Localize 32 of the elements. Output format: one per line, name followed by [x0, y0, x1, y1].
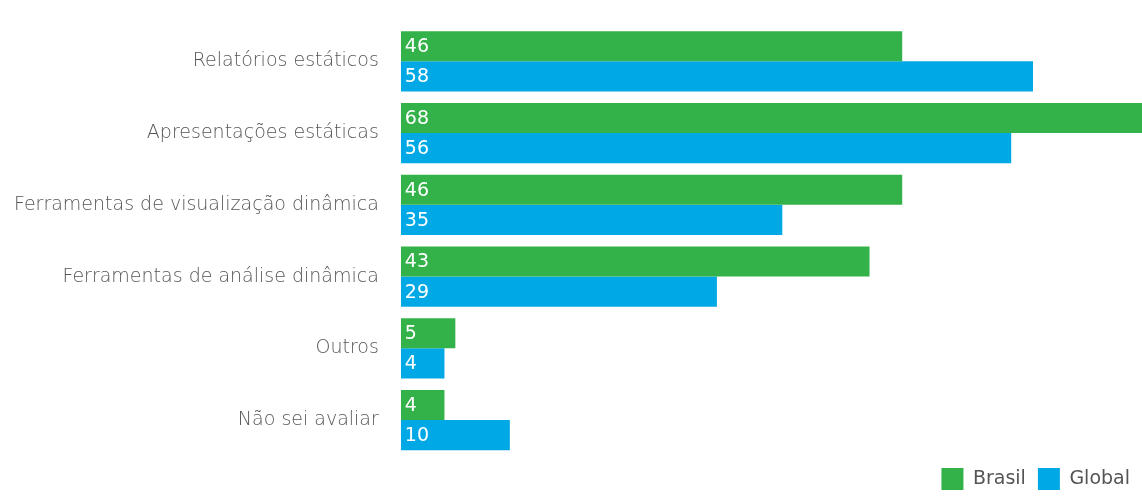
- y-tick-label: Apresentações estáticas: [146, 119, 379, 142]
- legend-label: Brasil: [972, 465, 1026, 488]
- bar: [400, 348, 445, 379]
- bar: [400, 133, 1012, 164]
- bar: [400, 389, 445, 421]
- bar: [400, 204, 783, 235]
- data-label: 10: [404, 423, 430, 446]
- y-tick-label: Não sei avaliar: [237, 407, 380, 430]
- data-label: 46: [404, 177, 430, 200]
- data-label: 43: [404, 249, 430, 272]
- data-label: 29: [404, 279, 430, 302]
- bar: [400, 31, 903, 62]
- y-tick-label: Outros: [315, 335, 379, 358]
- bar: [400, 420, 510, 451]
- data-label: 46: [404, 34, 430, 57]
- y-tick-label: Ferramentas de visualização dinâmica: [14, 191, 379, 214]
- bar: [400, 276, 717, 307]
- data-label: 56: [404, 136, 430, 159]
- data-label: 5: [404, 321, 417, 344]
- bar: [400, 318, 456, 349]
- bar: [400, 61, 1034, 92]
- data-label: 58: [404, 64, 430, 87]
- data-label: 35: [404, 207, 430, 230]
- y-tick-label: Relatórios estáticos: [192, 48, 379, 71]
- y-tick-label: Ferramentas de análise dinâmica: [62, 263, 379, 286]
- legend-label: Global: [1069, 465, 1130, 488]
- data-label: 4: [404, 392, 417, 415]
- data-label: 4: [404, 351, 417, 374]
- bar: [400, 174, 903, 205]
- bar: [400, 246, 870, 277]
- data-label: 68: [404, 105, 430, 128]
- bar: [400, 102, 1142, 134]
